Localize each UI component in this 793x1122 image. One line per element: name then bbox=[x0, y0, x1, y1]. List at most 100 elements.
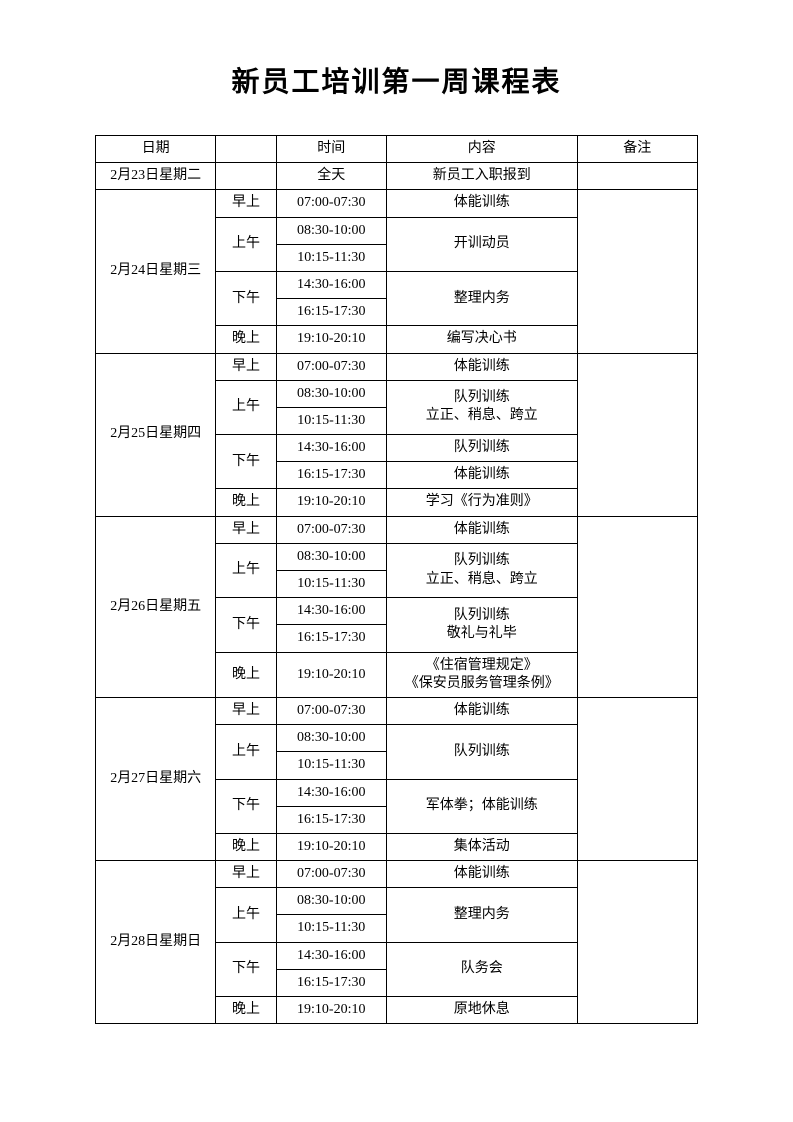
cell-period: 晚上 bbox=[216, 326, 276, 353]
cell-time: 全天 bbox=[276, 163, 386, 190]
cell-content: 体能训练 bbox=[386, 190, 577, 217]
cell-note bbox=[577, 516, 697, 697]
cell-date: 2月25日星期四 bbox=[96, 353, 216, 516]
cell-time: 14:30-16:00 bbox=[276, 598, 386, 625]
cell-time: 07:00-07:30 bbox=[276, 190, 386, 217]
cell-time: 19:10-20:10 bbox=[276, 489, 386, 516]
cell-content: 集体活动 bbox=[386, 833, 577, 860]
cell-time: 07:00-07:30 bbox=[276, 697, 386, 724]
cell-period: 早上 bbox=[216, 190, 276, 217]
cell-period: 晚上 bbox=[216, 997, 276, 1024]
table-row: 2月27日星期六 早上 07:00-07:30 体能训练 bbox=[96, 697, 698, 724]
cell-period: 下午 bbox=[216, 271, 276, 325]
cell-content: 体能训练 bbox=[386, 353, 577, 380]
cell-date: 2月27日星期六 bbox=[96, 697, 216, 860]
cell-content: 队列训练立正、稍息、跨立 bbox=[386, 543, 577, 597]
cell-time: 19:10-20:10 bbox=[276, 652, 386, 697]
cell-time: 07:00-07:30 bbox=[276, 516, 386, 543]
cell-period: 上午 bbox=[216, 380, 276, 434]
cell-time: 14:30-16:00 bbox=[276, 435, 386, 462]
cell-note bbox=[577, 697, 697, 860]
cell-period: 早上 bbox=[216, 353, 276, 380]
cell-content: 整理内务 bbox=[386, 271, 577, 325]
cell-time: 10:15-11:30 bbox=[276, 244, 386, 271]
cell-content: 队列训练 bbox=[386, 435, 577, 462]
cell-note bbox=[577, 861, 697, 1024]
header-period bbox=[216, 136, 276, 163]
cell-time: 16:15-17:30 bbox=[276, 462, 386, 489]
cell-period bbox=[216, 163, 276, 190]
header-content: 内容 bbox=[386, 136, 577, 163]
cell-date: 2月23日星期二 bbox=[96, 163, 216, 190]
cell-content: 队列训练敬礼与礼毕 bbox=[386, 598, 577, 652]
cell-time: 08:30-10:00 bbox=[276, 217, 386, 244]
cell-period: 上午 bbox=[216, 543, 276, 597]
schedule-table: 日期 时间 内容 备注 2月23日星期二 全天 新员工入职报到 2月24日星期三… bbox=[95, 135, 698, 1024]
cell-content: 队列训练立正、稍息、跨立 bbox=[386, 380, 577, 434]
cell-period: 早上 bbox=[216, 697, 276, 724]
cell-time: 08:30-10:00 bbox=[276, 380, 386, 407]
cell-time: 14:30-16:00 bbox=[276, 779, 386, 806]
cell-period: 上午 bbox=[216, 725, 276, 779]
cell-content: 体能训练 bbox=[386, 697, 577, 724]
cell-period: 晚上 bbox=[216, 833, 276, 860]
table-row: 2月26日星期五 早上 07:00-07:30 体能训练 bbox=[96, 516, 698, 543]
cell-content: 编写决心书 bbox=[386, 326, 577, 353]
cell-period: 上午 bbox=[216, 217, 276, 271]
cell-period: 早上 bbox=[216, 861, 276, 888]
cell-time: 10:15-11:30 bbox=[276, 407, 386, 434]
cell-time: 07:00-07:30 bbox=[276, 861, 386, 888]
cell-content: 体能训练 bbox=[386, 462, 577, 489]
cell-date: 2月26日星期五 bbox=[96, 516, 216, 697]
table-row: 2月28日星期日 早上 07:00-07:30 体能训练 bbox=[96, 861, 698, 888]
cell-note bbox=[577, 190, 697, 353]
cell-period: 上午 bbox=[216, 888, 276, 942]
cell-time: 14:30-16:00 bbox=[276, 942, 386, 969]
cell-time: 10:15-11:30 bbox=[276, 752, 386, 779]
cell-time: 16:15-17:30 bbox=[276, 625, 386, 652]
header-time: 时间 bbox=[276, 136, 386, 163]
cell-period: 下午 bbox=[216, 598, 276, 652]
cell-note bbox=[577, 353, 697, 516]
cell-time: 14:30-16:00 bbox=[276, 271, 386, 298]
cell-content: 队务会 bbox=[386, 942, 577, 996]
table-row: 2月24日星期三 早上 07:00-07:30 体能训练 bbox=[96, 190, 698, 217]
cell-time: 10:15-11:30 bbox=[276, 915, 386, 942]
page-title: 新员工培训第一周课程表 bbox=[95, 60, 698, 100]
cell-period: 晚上 bbox=[216, 489, 276, 516]
cell-period: 早上 bbox=[216, 516, 276, 543]
cell-period: 下午 bbox=[216, 435, 276, 489]
cell-content: 学习《行为准则》 bbox=[386, 489, 577, 516]
cell-time: 08:30-10:00 bbox=[276, 543, 386, 570]
table-row: 2月25日星期四 早上 07:00-07:30 体能训练 bbox=[96, 353, 698, 380]
cell-content: 新员工入职报到 bbox=[386, 163, 577, 190]
cell-time: 19:10-20:10 bbox=[276, 326, 386, 353]
cell-date: 2月24日星期三 bbox=[96, 190, 216, 353]
cell-time: 16:15-17:30 bbox=[276, 299, 386, 326]
table-row: 2月23日星期二 全天 新员工入职报到 bbox=[96, 163, 698, 190]
table-header-row: 日期 时间 内容 备注 bbox=[96, 136, 698, 163]
cell-time: 16:15-17:30 bbox=[276, 806, 386, 833]
cell-time: 16:15-17:30 bbox=[276, 969, 386, 996]
cell-date: 2月28日星期日 bbox=[96, 861, 216, 1024]
cell-time: 07:00-07:30 bbox=[276, 353, 386, 380]
cell-time: 08:30-10:00 bbox=[276, 725, 386, 752]
cell-content: 《住宿管理规定》《保安员服务管理条例》 bbox=[386, 652, 577, 697]
cell-note bbox=[577, 163, 697, 190]
header-note: 备注 bbox=[577, 136, 697, 163]
cell-content: 军体拳；体能训练 bbox=[386, 779, 577, 833]
cell-period: 下午 bbox=[216, 942, 276, 996]
cell-content: 整理内务 bbox=[386, 888, 577, 942]
cell-time: 08:30-10:00 bbox=[276, 888, 386, 915]
cell-content: 开训动员 bbox=[386, 217, 577, 271]
cell-content: 原地休息 bbox=[386, 997, 577, 1024]
cell-time: 19:10-20:10 bbox=[276, 997, 386, 1024]
header-date: 日期 bbox=[96, 136, 216, 163]
cell-time: 19:10-20:10 bbox=[276, 833, 386, 860]
cell-content: 队列训练 bbox=[386, 725, 577, 779]
cell-time: 10:15-11:30 bbox=[276, 571, 386, 598]
cell-period: 下午 bbox=[216, 779, 276, 833]
cell-content: 体能训练 bbox=[386, 861, 577, 888]
cell-content: 体能训练 bbox=[386, 516, 577, 543]
cell-period: 晚上 bbox=[216, 652, 276, 697]
